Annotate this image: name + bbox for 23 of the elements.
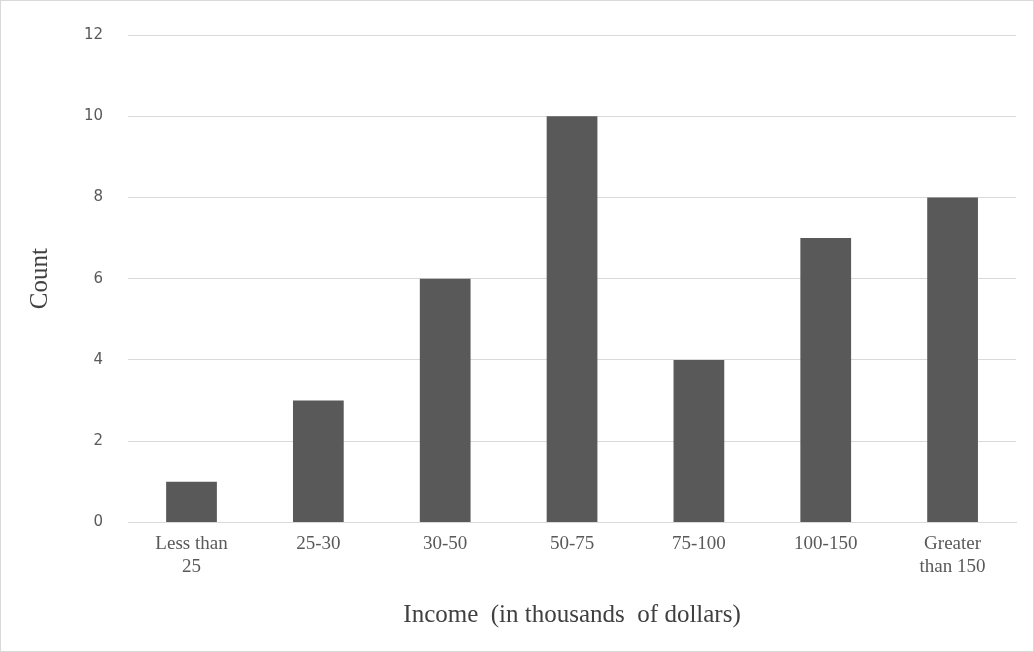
y-tick-label: 8 <box>93 187 104 206</box>
y-tick-label: 2 <box>93 431 104 450</box>
y-tick-label: 0 <box>93 512 104 531</box>
bar <box>419 278 471 522</box>
bar <box>800 238 852 522</box>
bar <box>546 116 598 522</box>
x-tick-label: 25-30 <box>296 531 341 553</box>
y-tick-label: 10 <box>83 106 104 125</box>
bar <box>927 197 978 522</box>
x-tick-label: 75-100 <box>671 531 726 553</box>
y-tick-label: 12 <box>83 24 104 43</box>
x-tick-label: 100-150 <box>794 531 858 553</box>
bar <box>673 359 725 522</box>
x-tick-label: Less than 25 <box>155 531 229 576</box>
x-tick-label: 30-50 <box>423 531 468 553</box>
y-tick-label: 4 <box>93 349 104 368</box>
x-axis-title: Income (in thousands of dollars) <box>403 599 741 628</box>
x-tick-label: 50-75 <box>549 531 595 553</box>
y-tick-label: 6 <box>93 268 104 287</box>
x-tick-label: Greater than 150 <box>919 531 986 576</box>
bar <box>292 400 344 522</box>
bar <box>166 481 217 522</box>
y-axis-title: Count <box>24 248 52 310</box>
